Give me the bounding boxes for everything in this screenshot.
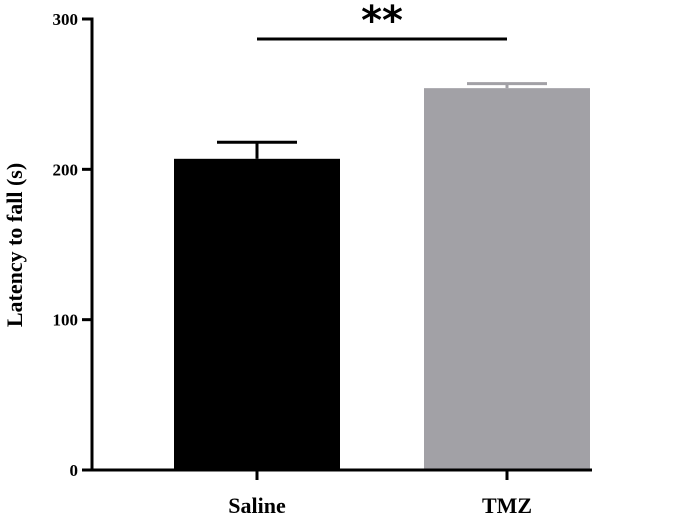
bars <box>174 88 590 471</box>
y-tick-label-200: 200 <box>53 160 79 179</box>
y-tick-label-0: 0 <box>70 461 79 480</box>
error-bar-tmz <box>467 82 547 89</box>
y-axis-title: Latency to fall (s) <box>2 163 27 327</box>
x-tick-label-saline: Saline <box>228 493 286 517</box>
x-axis-labels: Saline TMZ <box>228 470 532 517</box>
y-tick-label-300: 300 <box>53 10 79 29</box>
bar-saline <box>174 158 340 470</box>
bar-tmz <box>424 88 590 471</box>
error-bar-saline <box>217 140 297 159</box>
x-tick-label-tmz: TMZ <box>482 493 532 517</box>
error-bars <box>217 82 547 159</box>
significance-label: ** <box>361 0 403 44</box>
y-tick-label-100: 100 <box>53 311 79 330</box>
y-axis-ticks: 0 100 200 300 <box>53 10 92 480</box>
